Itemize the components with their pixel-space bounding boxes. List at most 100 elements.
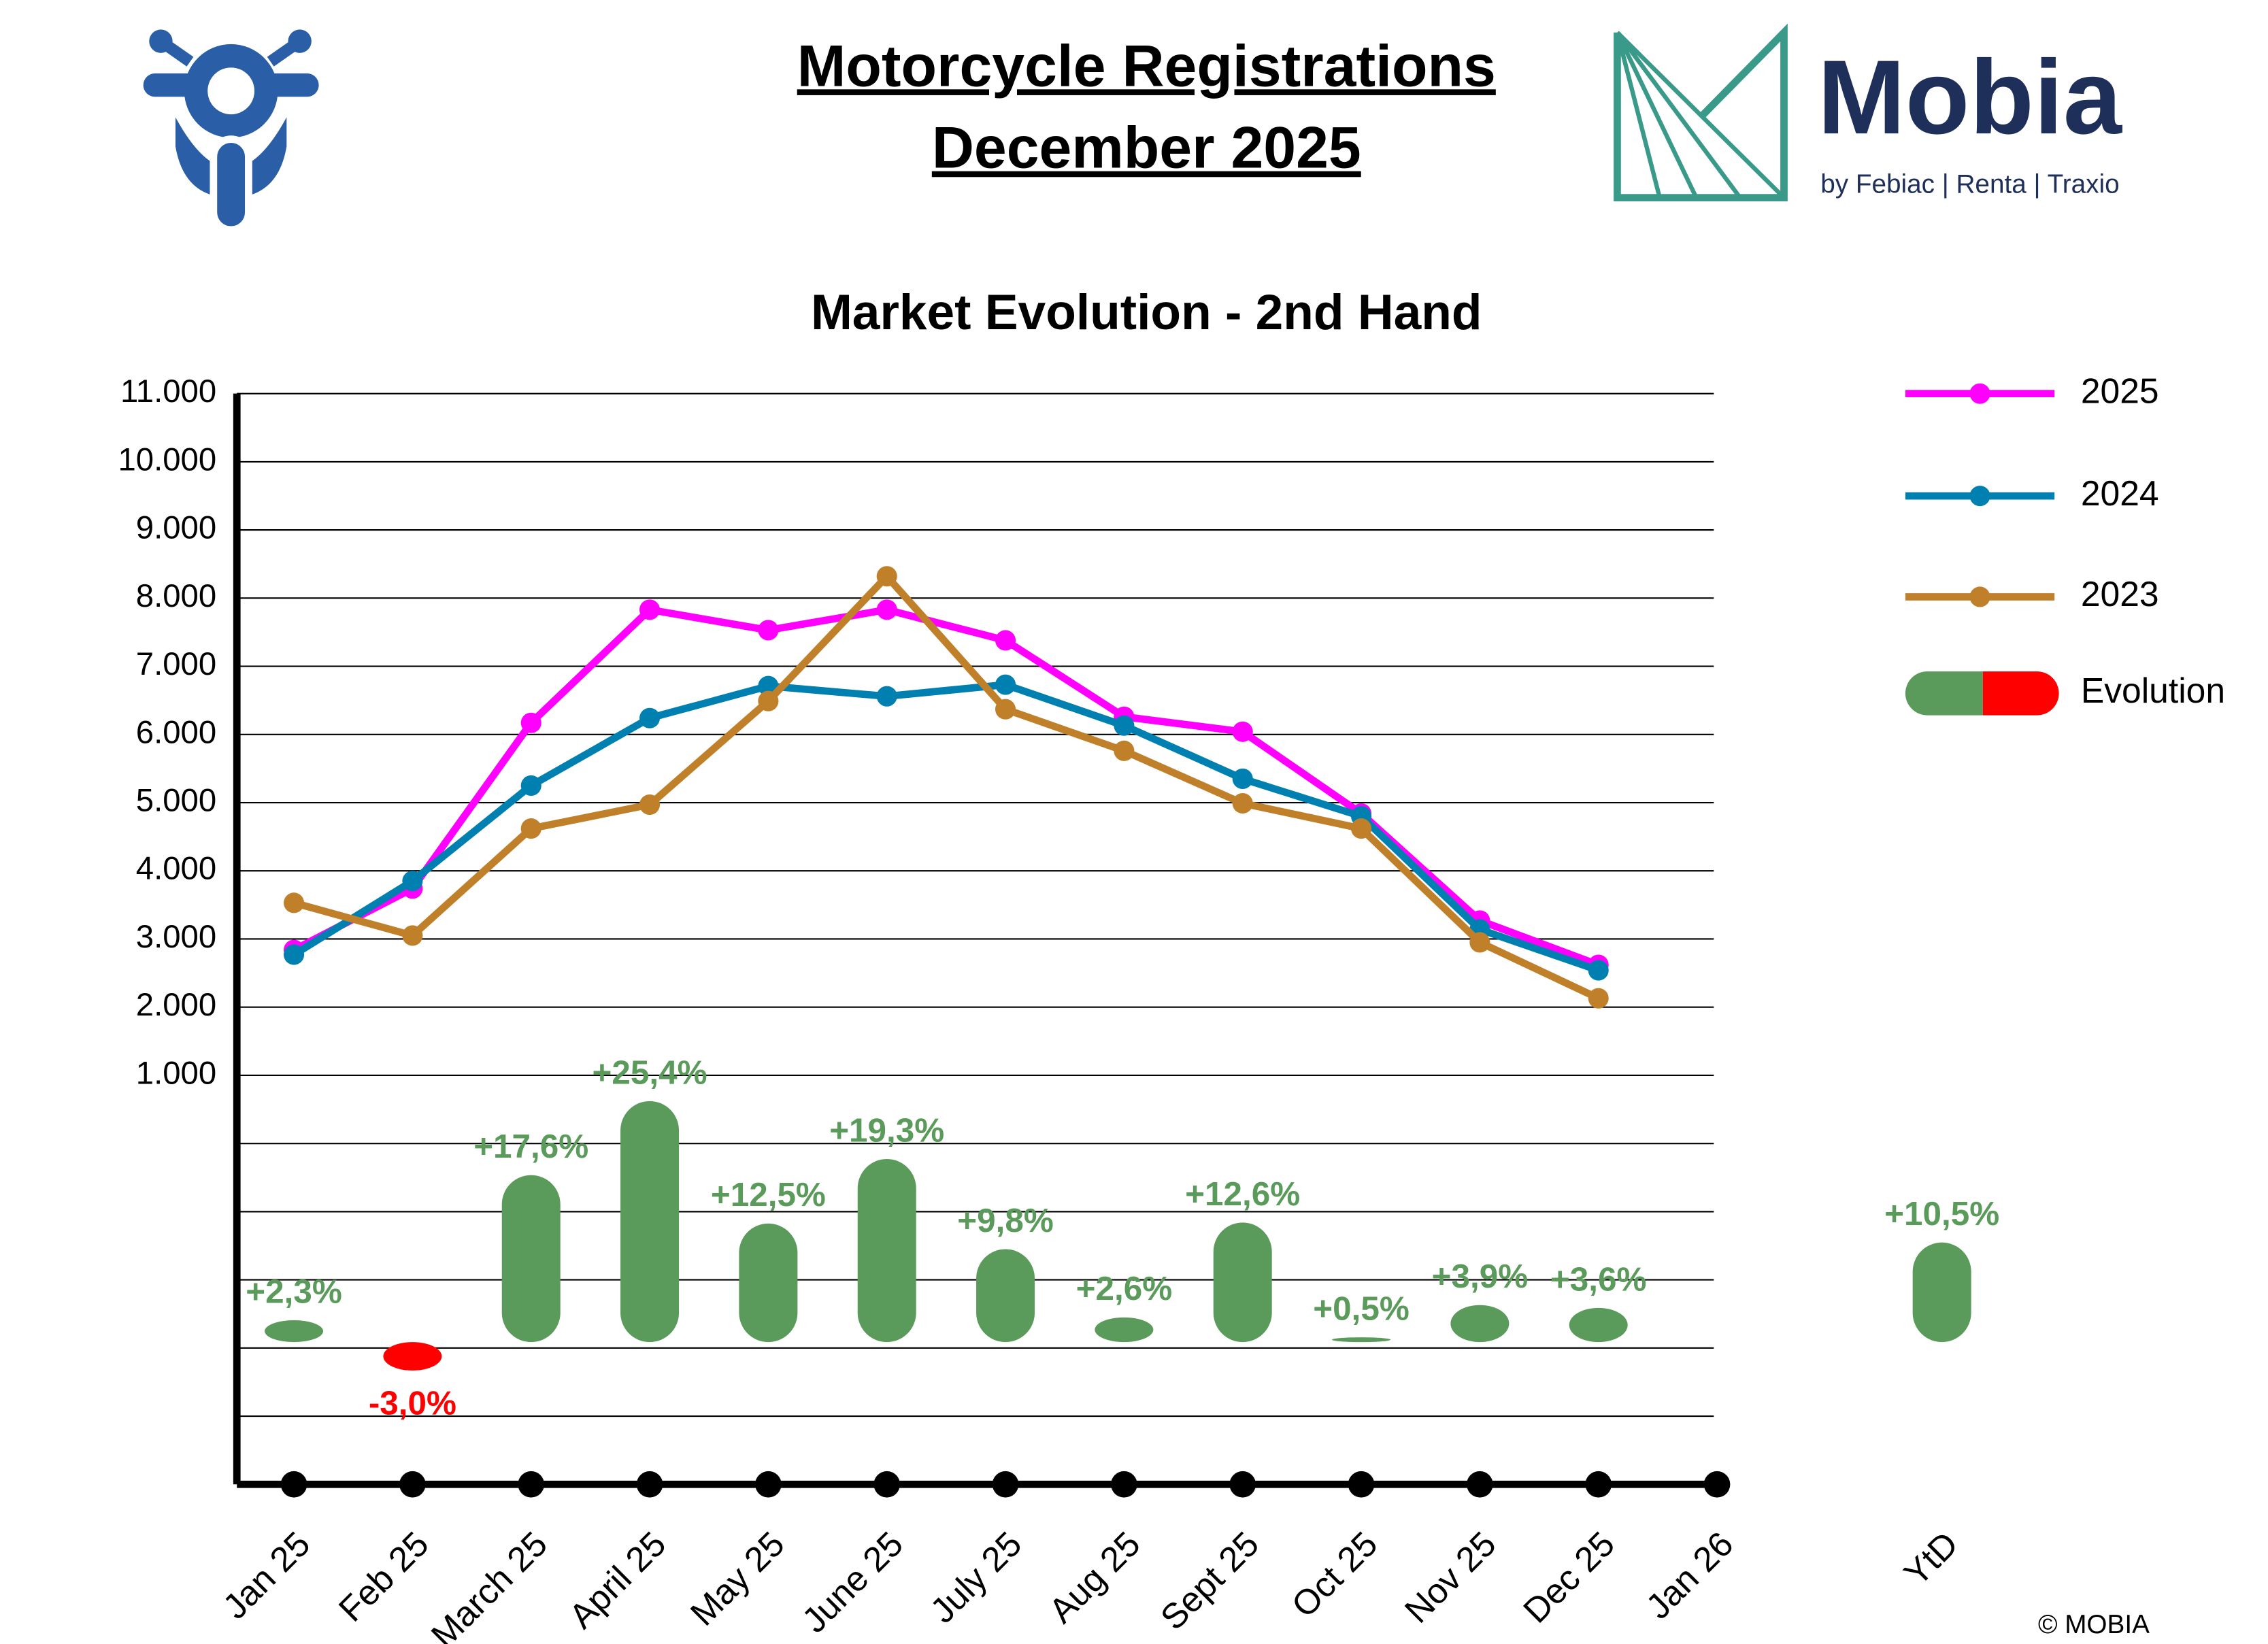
x-tick-label: Sept 25 (1153, 1524, 1267, 1637)
evolution-label: +9,8% (957, 1202, 1054, 1239)
logo-name: Mobia (1818, 38, 2123, 156)
evolution-label: +3,9% (1432, 1258, 1529, 1295)
y-tick-label: 3.000 (136, 919, 216, 955)
series-point (284, 944, 305, 965)
x-tick-label: Dec 25 (1516, 1524, 1622, 1630)
x-tick-dot (399, 1471, 426, 1498)
evolution-label: +12,5% (711, 1176, 826, 1213)
motorcycle-icon (143, 29, 319, 234)
series-point (995, 674, 1016, 695)
evolution-bar (620, 1101, 680, 1343)
legend-swatch (1969, 586, 1990, 607)
series-point (639, 707, 661, 728)
legend-swatch (1905, 671, 1983, 716)
series-point (639, 599, 661, 620)
legend-swatch (1969, 383, 1990, 404)
x-tick-dot (518, 1471, 545, 1498)
legend-swatch (1982, 671, 2059, 716)
x-tick-label: May 25 (682, 1524, 792, 1633)
evolution-label: -3,0% (369, 1385, 456, 1422)
evolution-bar (1332, 1337, 1391, 1343)
legend-swatch (1969, 486, 1990, 507)
evolution-bar (1213, 1222, 1272, 1343)
x-tick-dot (1111, 1471, 1137, 1498)
y-tick-label: 7.000 (136, 646, 216, 682)
x-tick-label: Aug 25 (1041, 1524, 1148, 1630)
evolution-label: +17,6% (473, 1128, 588, 1165)
legend-label: 2024 (2081, 473, 2159, 513)
y-tick-label: 4.000 (136, 851, 216, 887)
page-title: Motorcycle Registrations (797, 33, 1496, 99)
x-tick-dot (280, 1471, 307, 1498)
evolution-bar (1450, 1305, 1510, 1343)
mobia-logo-mark (1614, 23, 1788, 202)
evolution-bar (383, 1342, 442, 1371)
series-point (520, 818, 541, 839)
x-tick-dot (1703, 1471, 1731, 1498)
series-point (639, 794, 661, 816)
evolution-bar (1569, 1307, 1628, 1343)
evolution-bar (857, 1158, 916, 1343)
x-tick-dot (1348, 1471, 1375, 1498)
series-point (1469, 932, 1490, 953)
series-point (284, 892, 305, 913)
evolution-label: +2,6% (1076, 1270, 1173, 1307)
x-tick-label: June 25 (795, 1524, 911, 1640)
x-tick-label: March 25 (423, 1524, 554, 1644)
series-point (995, 699, 1016, 720)
series-point (758, 620, 779, 641)
evolution-label: +25,4% (593, 1054, 707, 1091)
x-tick-label: July 25 (922, 1524, 1029, 1630)
x-tick-label: YtD (1896, 1524, 1965, 1593)
evolution-label: +3,6% (1550, 1260, 1647, 1298)
x-tick-dot (755, 1471, 782, 1498)
series-point (1232, 721, 1253, 742)
evolution-label: +10,5% (1884, 1195, 1999, 1232)
series-point (402, 871, 423, 892)
evolution-bar (739, 1223, 798, 1343)
x-tick-dot (992, 1471, 1019, 1498)
evolution-bar (976, 1249, 1035, 1343)
evolution-label: +0,5% (1313, 1290, 1410, 1327)
y-tick-label: 10.000 (118, 441, 217, 477)
series-point (1114, 715, 1135, 736)
x-tick-dot (873, 1471, 901, 1498)
y-tick-label: 5.000 (136, 783, 216, 819)
chart-title: Market Evolution - 2nd Hand (811, 285, 1482, 340)
series-line (292, 681, 1600, 974)
series-line (293, 572, 1600, 1002)
x-tick-label: Jan 25 (215, 1524, 318, 1626)
series-point (1588, 988, 1609, 1009)
series-point (758, 690, 779, 711)
evolution-bar (501, 1175, 561, 1343)
x-tick-label: Oct 25 (1284, 1524, 1384, 1624)
series-point (876, 599, 897, 620)
x-tick-dot (1229, 1471, 1256, 1498)
evolution-label: +19,3% (829, 1111, 944, 1149)
series-point (520, 775, 541, 796)
y-tick-label: 8.000 (136, 578, 216, 614)
series-point (876, 686, 897, 707)
series-point (876, 566, 897, 587)
x-tick-label: April 25 (561, 1524, 673, 1636)
x-tick-dot (1467, 1471, 1493, 1498)
evolution-label: +2,3% (246, 1273, 342, 1310)
evolution-bar (1095, 1317, 1154, 1343)
x-tick-label: Jan 26 (1638, 1524, 1741, 1626)
series-point (1588, 960, 1609, 981)
y-tick-label: 1.000 (136, 1055, 216, 1091)
y-tick-label: 9.000 (136, 510, 216, 546)
x-tick-label: Nov 25 (1397, 1524, 1503, 1630)
legend-label: 2023 (2081, 574, 2159, 614)
evolution-bar (1912, 1242, 1971, 1343)
page-subtitle: December 2025 (932, 116, 1361, 181)
legend-label: Evolution (2081, 671, 2225, 710)
footer: © MOBIA (2038, 1610, 2150, 1639)
y-tick-label: 6.000 (136, 714, 216, 750)
y-tick-label: 2.000 (136, 987, 216, 1023)
series-point (1232, 792, 1253, 814)
logo-tagline: by Febiac | Renta | Traxio (1820, 170, 2119, 199)
evolution-label: +12,6% (1185, 1175, 1300, 1213)
series-point (1114, 740, 1135, 761)
series-point (520, 712, 541, 733)
